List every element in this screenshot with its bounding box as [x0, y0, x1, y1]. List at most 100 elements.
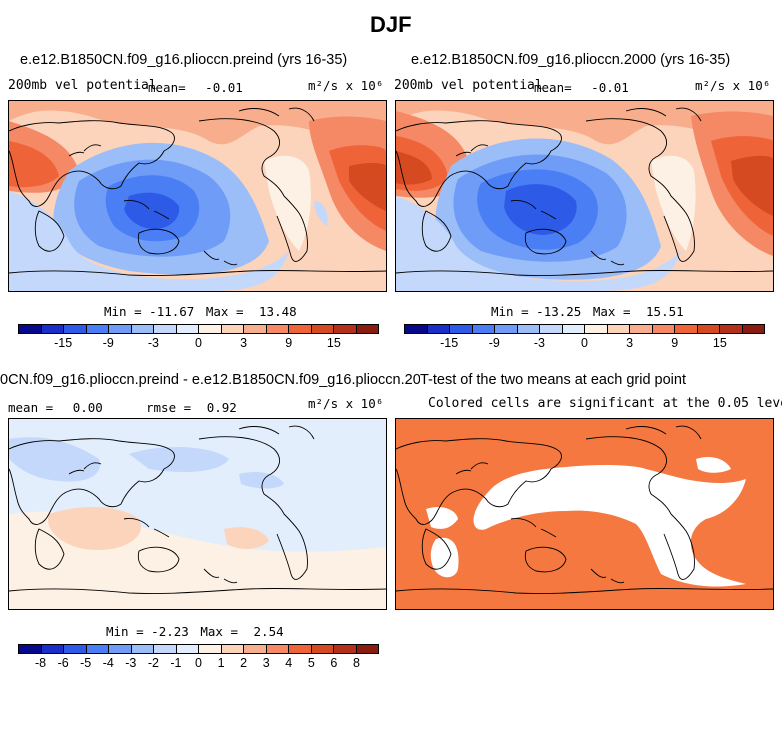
- colorbar-swatch: [405, 325, 428, 333]
- panel2-mean-label: mean=: [534, 80, 572, 95]
- colorbar-tick-label: -9: [102, 336, 114, 350]
- panel3-map: [8, 418, 387, 610]
- panel3-rmse-label: rmse =: [146, 400, 192, 415]
- colorbar-swatch: [154, 645, 177, 653]
- colorbar-tick-label: 5: [307, 656, 315, 670]
- panel1-mean-label: mean=: [148, 80, 186, 95]
- panel1-max-label: Max =: [205, 304, 244, 319]
- colorbar-tick-label: -3: [147, 336, 159, 350]
- panel3-min-label: Min =: [106, 624, 144, 639]
- panel3-mean-label: mean =: [8, 400, 54, 415]
- colorbar-swatch: [289, 325, 312, 333]
- panel3-title: 0CN.f09_g16.plioccn.preind - e.e12.B1850…: [0, 372, 437, 388]
- colorbar-swatch: [311, 645, 334, 653]
- colorbar-swatch: [311, 325, 334, 333]
- panel3-rmse: rmse = 0.92: [146, 400, 237, 415]
- panel3-colorbar-ticks: -8 -6 -5 -4 -3 -2 -1 0 1 2 3 4 5 6 8: [18, 656, 379, 672]
- panel1-min-label: Min =: [104, 304, 142, 319]
- colorbar-swatch: [540, 325, 563, 333]
- panel3-minmax: Min = -2.23 Max = 2.54: [106, 624, 284, 639]
- colorbar-swatch: [630, 325, 653, 333]
- panel2-max-label: Max =: [592, 304, 631, 319]
- colorbar-swatch: [720, 325, 743, 333]
- colorbar-tick-label: -3: [125, 656, 137, 670]
- colorbar-tick-label: 4: [285, 656, 293, 670]
- panel3-contours: [9, 419, 386, 609]
- panel3-colorbar: [18, 644, 379, 654]
- colorbar-swatch: [334, 645, 357, 653]
- colorbar-tick-label: 3: [262, 656, 270, 670]
- colorbar-tick-label: 6: [330, 656, 338, 670]
- panel4-title: T-test of the two means at each grid poi…: [420, 372, 686, 388]
- panel1-map: [8, 100, 387, 292]
- colorbar-tick-label: 3: [626, 336, 634, 350]
- colorbar-tick-label: 15: [326, 336, 341, 350]
- colorbar-swatch: [64, 645, 87, 653]
- colorbar-tick-label: -1: [170, 656, 182, 670]
- panel1-colorbar-ticks: -15 -9 -3 0 3 9 15: [18, 336, 379, 352]
- panel3-max-label: Max =: [200, 624, 238, 639]
- colorbar-swatch: [244, 645, 267, 653]
- colorbar-tick-label: -9: [488, 336, 500, 350]
- panel1-mean-value: -0.01: [205, 80, 243, 95]
- panel3-max-value: 2.54: [253, 624, 284, 639]
- colorbar-swatch: [472, 325, 495, 333]
- panel3-min-value: -2.23: [151, 624, 189, 639]
- colorbar-tick-label: 9: [671, 336, 679, 350]
- panel2-mean: mean= -0.01: [534, 80, 629, 95]
- colorbar-tick-label: -3: [533, 336, 545, 350]
- colorbar-swatch: [41, 325, 64, 333]
- colorbar-swatch: [652, 325, 675, 333]
- colorbar-swatch: [154, 325, 177, 333]
- colorbar-swatch: [585, 325, 608, 333]
- colorbar-tick-label: 2: [240, 656, 248, 670]
- panel2-max-value: 15.51: [646, 304, 684, 319]
- colorbar-tick-label: -6: [57, 656, 69, 670]
- colorbar-swatch: [607, 325, 630, 333]
- colorbar-swatch: [199, 645, 222, 653]
- colorbar-tick-label: -15: [54, 336, 73, 350]
- panel2-min-label: Min =: [491, 304, 529, 319]
- colorbar-swatch: [41, 645, 64, 653]
- panel2-colorbar-ticks: -15 -9 -3 0 3 9 15: [404, 336, 765, 352]
- colorbar-swatch: [450, 325, 473, 333]
- colorbar-tick-label: -5: [80, 656, 92, 670]
- colorbar-swatch: [86, 325, 109, 333]
- colorbar-swatch: [19, 645, 42, 653]
- colorbar-swatch: [562, 325, 585, 333]
- panel2-title: e.e12.B1850CN.f09_g16.plioccn.2000 (yrs …: [411, 52, 731, 68]
- colorbar-tick-label: -15: [440, 336, 459, 350]
- colorbar-tick-label: 0: [581, 336, 588, 350]
- colorbar-swatch: [221, 645, 244, 653]
- panel1-max-value: 13.48: [259, 304, 297, 319]
- colorbar-swatch: [427, 325, 450, 333]
- colorbar-tick-label: 0: [195, 336, 202, 350]
- colorbar-swatch: [131, 325, 154, 333]
- colorbar-swatch: [86, 645, 109, 653]
- colorbar-swatch: [697, 325, 720, 333]
- colorbar-swatch: [176, 645, 199, 653]
- panel2-contours: [396, 101, 773, 291]
- colorbar-swatch: [495, 325, 518, 333]
- colorbar-tick-label: 1: [217, 656, 225, 670]
- colorbar-swatch: [244, 325, 267, 333]
- colorbar-tick-label: -8: [35, 656, 47, 670]
- colorbar-swatch: [131, 645, 154, 653]
- colorbar-swatch: [109, 645, 132, 653]
- colorbar-swatch: [64, 325, 87, 333]
- colorbar-tick-label: 15: [712, 336, 727, 350]
- panel1-title: e.e12.B1850CN.f09_g16.plioccn.preind (yr…: [20, 52, 348, 68]
- panel2-min-value: -13.25: [536, 304, 582, 319]
- panel4-significance: [396, 419, 773, 609]
- panel3-mean: mean = 0.00: [8, 400, 103, 415]
- colorbar-swatch: [356, 645, 378, 653]
- colorbar-tick-label: 9: [285, 336, 293, 350]
- colorbar-tick-label: 3: [240, 336, 248, 350]
- colorbar-swatch: [742, 325, 764, 333]
- colorbar-swatch: [334, 325, 357, 333]
- panel1-colorbar: [18, 324, 379, 334]
- panel2-colorbar: [404, 324, 765, 334]
- colorbar-swatch: [356, 325, 378, 333]
- colorbar-tick-label: 0: [195, 656, 202, 670]
- colorbar-swatch: [289, 645, 312, 653]
